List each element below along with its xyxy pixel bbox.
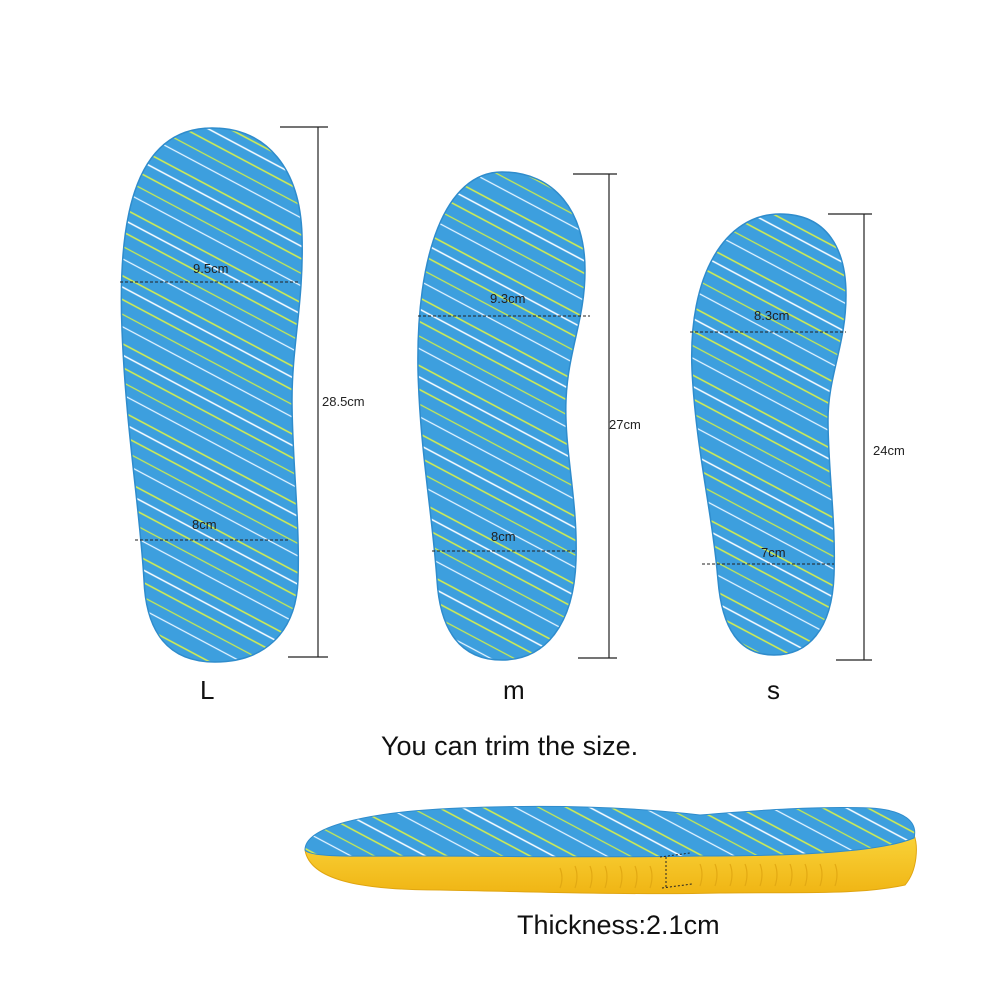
thickness-label: Thickness:2.1cm bbox=[517, 910, 720, 940]
l-heel-width-label: 8cm bbox=[192, 517, 217, 532]
s-length-label: 24cm bbox=[873, 443, 905, 458]
size-label-m: m bbox=[503, 675, 525, 705]
insole-m bbox=[417, 171, 586, 661]
l-forefoot-width-label: 9.5cm bbox=[193, 261, 229, 276]
s-forefoot-width-label: 8.3cm bbox=[754, 308, 790, 323]
thickness-marker bbox=[659, 852, 693, 889]
trim-note: You can trim the size. bbox=[381, 731, 639, 761]
insole-l bbox=[120, 127, 303, 663]
sole-tread-grooves bbox=[559, 863, 838, 889]
size-label-l: L bbox=[200, 675, 215, 705]
insole-s bbox=[690, 213, 847, 656]
s-heel-width-label: 7cm bbox=[761, 545, 786, 560]
size-label-s: s bbox=[767, 675, 780, 705]
insole-side-view-top bbox=[304, 805, 916, 858]
m-length-label: 27cm bbox=[609, 417, 641, 432]
m-heel-width-label: 8cm bbox=[491, 529, 516, 544]
l-length-label: 28.5cm bbox=[322, 394, 365, 409]
m-forefoot-width-label: 9.3cm bbox=[490, 291, 526, 306]
